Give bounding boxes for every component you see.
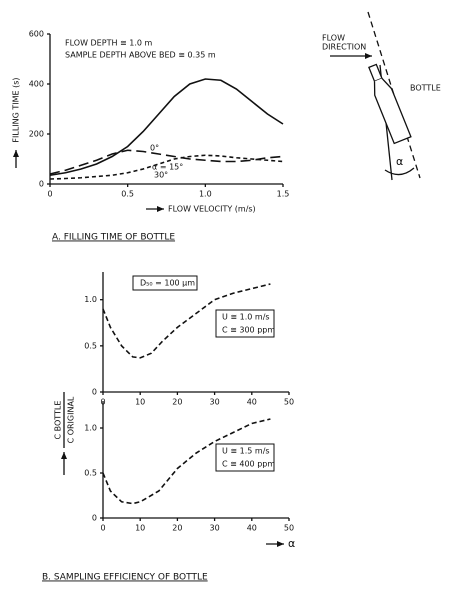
x-tick-label: 50: [284, 398, 294, 407]
x-tick-label: 40: [247, 398, 257, 407]
y-tick-label: 0: [92, 388, 97, 397]
annotation: C ≅ 300 ppm: [222, 326, 275, 335]
annotation-box: [132, 275, 198, 291]
label-arrowhead: [13, 150, 19, 157]
denominator: C ORIGINAL: [67, 396, 76, 443]
efficiency-arrowhead: [61, 452, 67, 459]
annotation: FLOW DEPTH ≅ 1.0 m: [65, 39, 153, 48]
x-axis-label: FLOW VELOCITY (m/s): [168, 205, 256, 214]
x-tick-label: 40: [247, 524, 257, 533]
bottle: [368, 63, 412, 145]
series-line: [102, 283, 271, 359]
y-axis-label: FILLING TIME (s): [12, 77, 21, 142]
caption: B. SAMPLING EFFICIENCY OF BOTTLE: [42, 573, 208, 583]
annotation: U ≅ 1.0 m/s: [222, 313, 270, 322]
x-tick-label: 0: [100, 524, 105, 533]
bottle-diagram: FLOW DIRECTION BOTTLE α: [322, 11, 441, 181]
x-tick-label: 0.5: [121, 190, 134, 199]
x-tick-label: 30: [210, 524, 220, 533]
series-line: [49, 78, 284, 177]
y-tick-label: 0: [39, 180, 44, 189]
series-line: [49, 154, 284, 180]
annotation-box: [215, 443, 275, 472]
series-label: 30°: [154, 171, 168, 180]
y-tick-label: 0: [92, 514, 97, 523]
series-line: [102, 418, 271, 505]
label-arrowhead: [157, 206, 164, 212]
y-tick-label: 1.0: [84, 295, 97, 304]
x-tick-label: 1.0: [199, 190, 212, 199]
annotation: D₅₀ = 100 μm: [140, 279, 195, 288]
vertical-reference: [367, 11, 421, 179]
flow-arrowhead: [365, 53, 372, 59]
y-tick-label: 0.5: [84, 469, 97, 478]
annotation: U ≅ 1.5 m/s: [222, 447, 270, 456]
y-tick-label: 600: [29, 30, 44, 39]
numerator: C BOTTLE: [54, 401, 63, 440]
annotation: C ≅ 400 ppm: [222, 460, 275, 469]
x-tick-label: 10: [135, 524, 145, 533]
y-tick-label: 0.5: [84, 341, 97, 350]
x-tick-label: 20: [172, 524, 182, 533]
angle-arc: [384, 167, 415, 176]
y-tick-label: 1.0: [84, 424, 97, 433]
flow-label: DIRECTION: [322, 43, 366, 52]
angle-label: α: [396, 155, 403, 168]
x-tick-label: 50: [284, 524, 294, 533]
annotation-box: [215, 309, 275, 338]
series-label: α = 15°: [152, 163, 183, 172]
flow-label: FLOW: [322, 34, 345, 43]
y-tick-label: 200: [29, 130, 44, 139]
x-tick-label: 1.5: [277, 190, 290, 199]
x-tick-label: 10: [135, 398, 145, 407]
x-tick-label: 30: [210, 398, 220, 407]
series-label: 0°: [150, 144, 159, 153]
caption: A. FILLING TIME OF BOTTLE: [52, 233, 175, 243]
series-line: [49, 149, 284, 175]
bottle-label: BOTTLE: [410, 84, 441, 93]
x-tick-label: 0: [47, 190, 52, 199]
label-arrowhead: [277, 541, 284, 547]
x-axis-label: α: [288, 537, 295, 550]
annotation: SAMPLE DEPTH ABOVE BED ≅ 0.35 m: [65, 51, 216, 60]
efficiency-label: C BOTTLE C ORIGINAL: [54, 392, 76, 448]
y-tick-label: 400: [29, 80, 44, 89]
x-tick-label: 20: [172, 398, 182, 407]
